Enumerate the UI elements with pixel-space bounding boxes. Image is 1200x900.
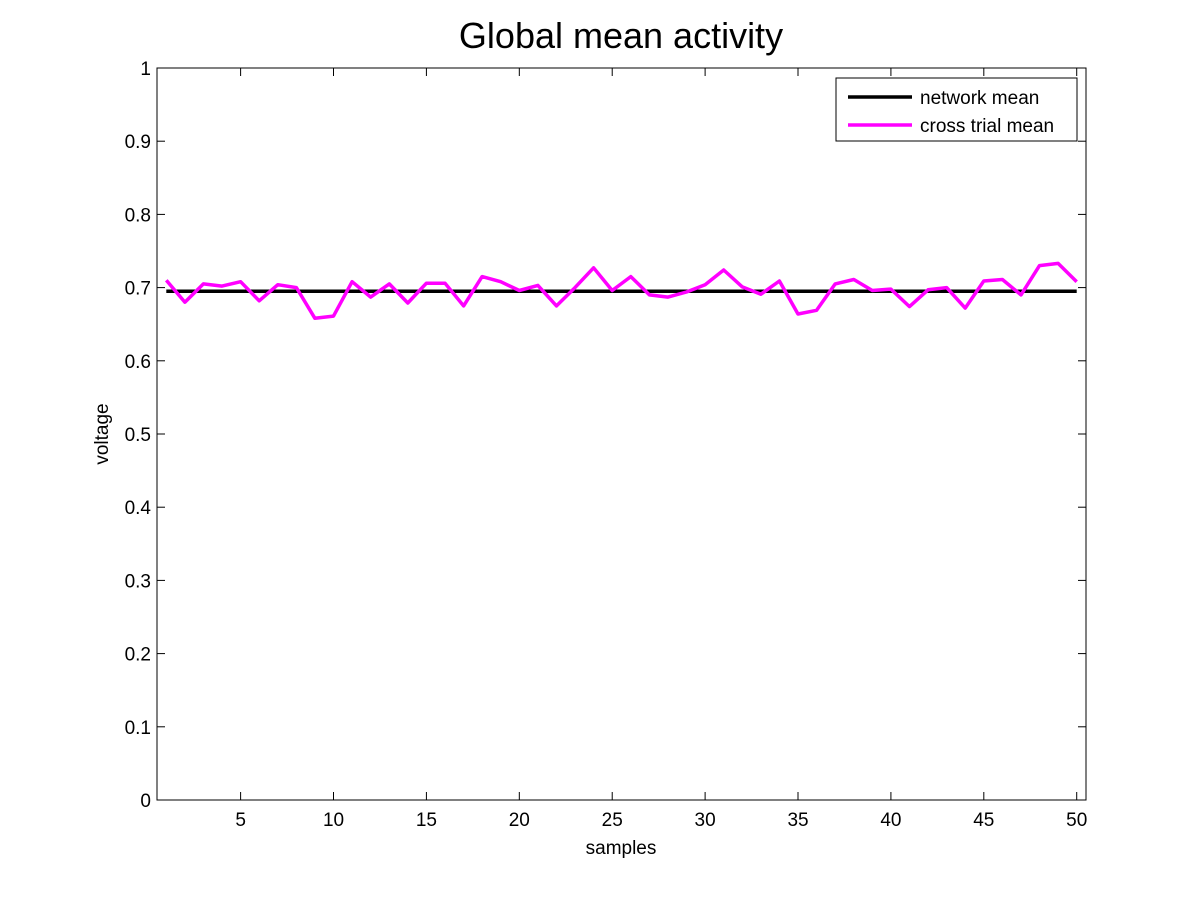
legend-box: [835, 77, 1078, 142]
x-tick-label: 50: [1066, 810, 1087, 831]
plot-area: [156, 67, 1087, 801]
x-tick-label: 25: [602, 810, 623, 831]
x-tick-label: 30: [695, 810, 716, 831]
y-tick-label: 0.1: [125, 718, 151, 739]
x-tick-label: 20: [509, 810, 530, 831]
x-tick-label: 40: [880, 810, 901, 831]
x-tick-label: 35: [787, 810, 808, 831]
legend-label-cross-trial-mean: cross trial mean: [920, 116, 1054, 137]
series-line-cross-trial-mean: [164, 261, 1078, 321]
x-tick-label: 15: [416, 810, 437, 831]
x-tick-label: 10: [323, 810, 344, 831]
y-tick-label: 1: [140, 59, 151, 80]
legend: network mean cross trial mean: [835, 77, 1078, 142]
y-tick-label: 0.4: [125, 498, 152, 519]
y-tick-label: 0.9: [125, 132, 151, 153]
x-tick-label: 45: [973, 810, 994, 831]
y-tick-label: 0.7: [125, 279, 151, 300]
y-tick-label: 0.3: [125, 571, 151, 592]
y-tick-label: 0.8: [125, 205, 151, 226]
legend-label-network-mean: network mean: [920, 88, 1039, 109]
y-tick-label: 0: [140, 791, 151, 812]
series-layer: [164, 261, 1078, 321]
y-tick-label: 0.2: [125, 645, 151, 666]
ticks-layer: 5 10 15 20 25 30 35 40 45 50 0 0.1 0.2 0.3 0.4 0.5 0.6 0.…: [125, 59, 1088, 831]
y-tick-label: 0.5: [125, 425, 151, 446]
chart-title: Global mean activity: [459, 15, 783, 56]
x-axis-label: samples: [586, 838, 657, 859]
y-axis-label: voltage: [92, 403, 113, 464]
y-tick-label: 0.6: [125, 352, 151, 373]
x-tick-label: 5: [235, 810, 246, 831]
